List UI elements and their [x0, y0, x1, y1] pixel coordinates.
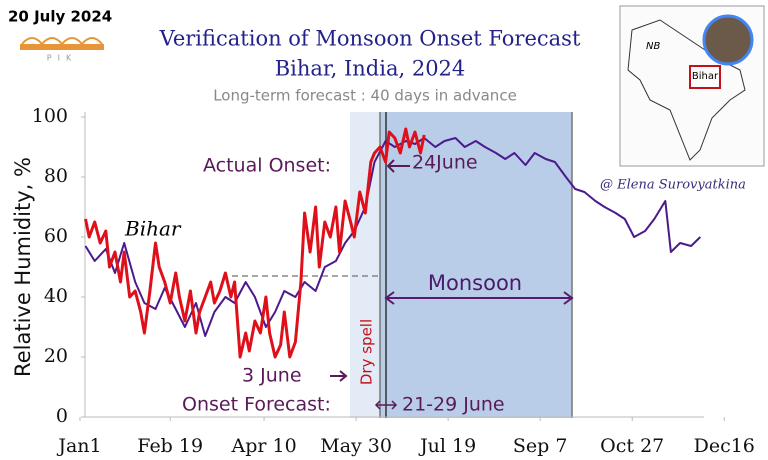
- y-tick-label: 80: [44, 165, 68, 187]
- region-label: Bihar: [124, 217, 182, 241]
- y-tick-label: 100: [32, 105, 68, 127]
- x-tick-label: Feb 19: [137, 435, 203, 457]
- inset-map: NB Bihar: [619, 5, 765, 167]
- chart-title: Verification of Monsoon Onset Forecast: [159, 27, 581, 51]
- break-arrow: [330, 370, 348, 382]
- dry-spell-label: Dry spell: [358, 319, 376, 385]
- forecast-dates: 21-29 June: [402, 394, 505, 416]
- chart-note: Long-term forecast : 40 days in advance: [213, 87, 517, 105]
- x-tick-label: Jan1: [56, 435, 101, 457]
- map-label: Bihar: [692, 71, 719, 82]
- x-tick-label: Dec16: [694, 435, 755, 457]
- onset-label: Actual Onset:: [203, 155, 331, 177]
- x-tick-label: Apr 10: [230, 435, 296, 457]
- logo-band: [20, 44, 104, 50]
- onset-date: 24June: [412, 152, 478, 174]
- break-label: 3 June: [242, 365, 302, 387]
- x-tick-label: Oct 27: [600, 435, 664, 457]
- forecast-label: Onset Forecast:: [182, 394, 331, 416]
- forecast-band: [380, 112, 572, 418]
- logo: PIK: [20, 37, 104, 63]
- bihar-box: [689, 65, 721, 89]
- monsoon-label: Monsoon: [428, 271, 522, 295]
- y-tick-label: 0: [56, 405, 68, 427]
- x-tick-label: Jul 19: [418, 435, 476, 457]
- line-series: [84, 127, 426, 359]
- x-tick-label: May 30: [320, 435, 392, 457]
- monsoon-arrows: [384, 291, 574, 305]
- credit: @ Elena Surovyatkina: [600, 178, 746, 193]
- y-tick-label: 60: [44, 225, 68, 247]
- portrait: [702, 14, 754, 66]
- x-tick-label: Sep 7: [513, 435, 568, 457]
- y-tick-label: 40: [44, 285, 68, 307]
- date-stamp: 20 July 2024: [8, 8, 112, 26]
- map-label: NB: [646, 41, 660, 52]
- chart-subtitle: Bihar, India, 2024: [275, 57, 466, 81]
- y-tick-label: 20: [44, 345, 68, 367]
- logo-text: PIK: [47, 54, 77, 63]
- onset-arrow: [386, 159, 410, 173]
- y-axis-label: Relative Humidity, %: [11, 157, 35, 377]
- logo-arcs: [21, 37, 103, 46]
- line-series: [84, 137, 701, 337]
- forecast-arrow: [374, 400, 398, 410]
